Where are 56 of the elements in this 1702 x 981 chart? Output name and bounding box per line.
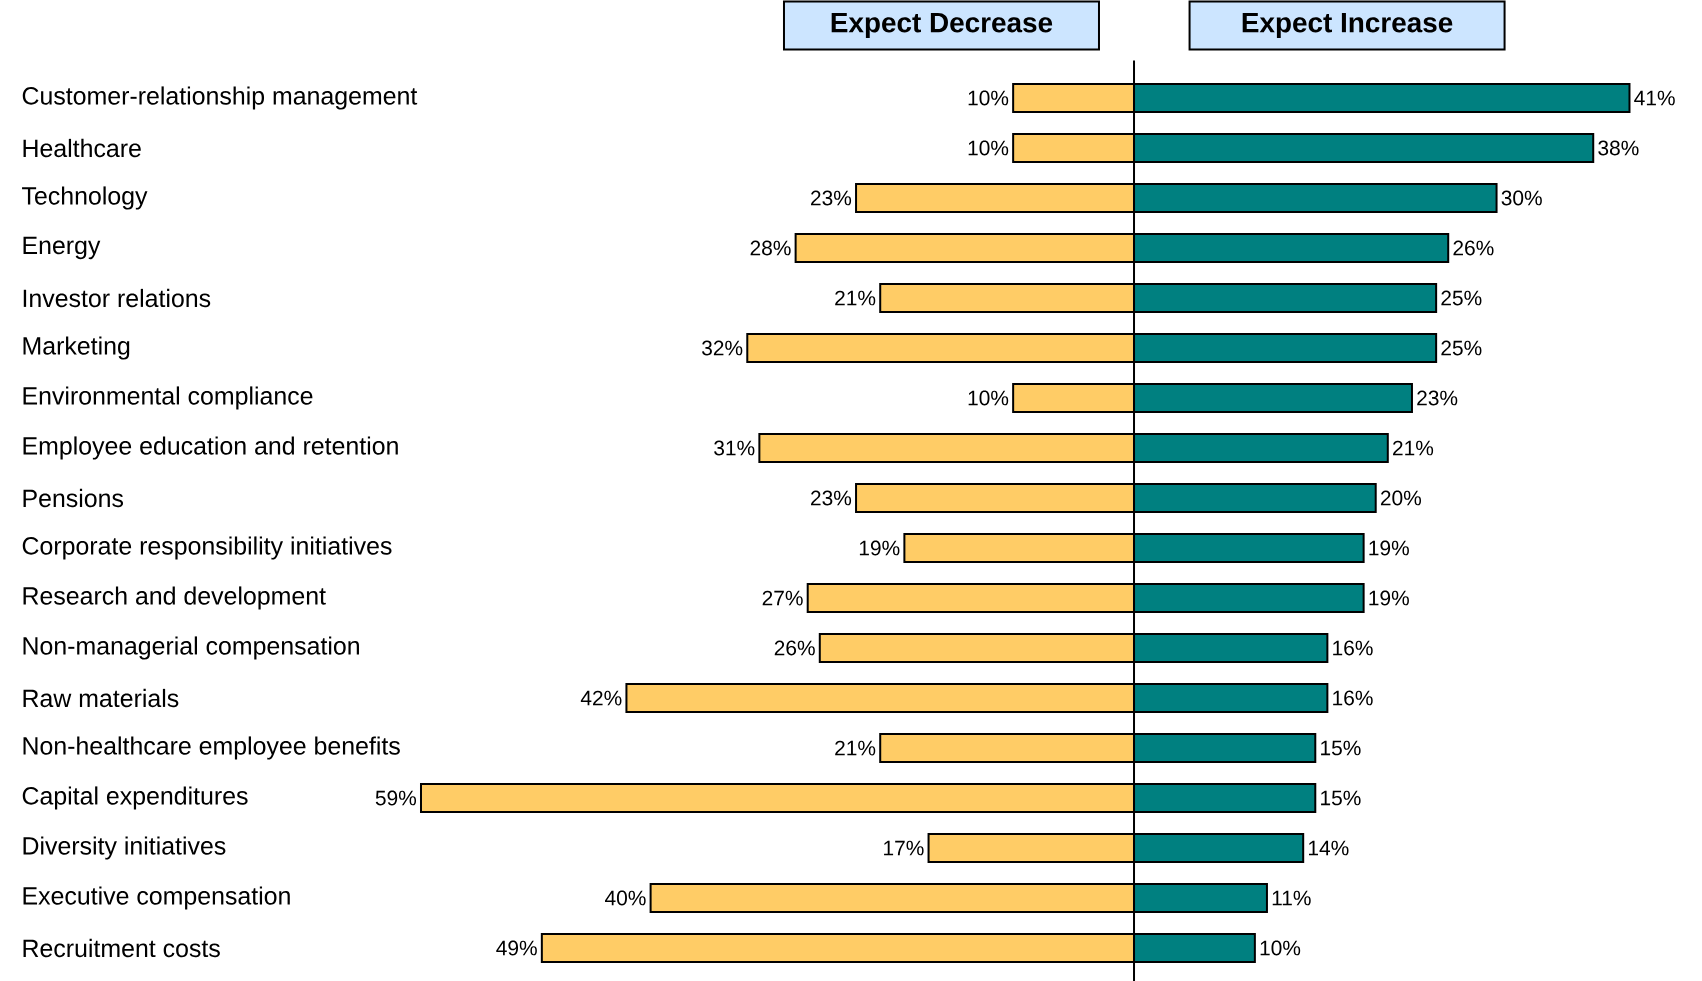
y-tick-label: Non-healthcare employee benefits xyxy=(23,736,400,760)
y-tick-label: Healthcare xyxy=(23,138,141,158)
data-label: 31% xyxy=(714,440,755,456)
y-tick-label: Investor relations xyxy=(23,288,211,308)
data-label: 10% xyxy=(1260,940,1301,956)
data-label: 17% xyxy=(884,840,924,856)
y-tick-label: Employee education and retention xyxy=(23,436,398,460)
y-tick-label: Diversity initiatives xyxy=(23,836,226,860)
data-label: 25% xyxy=(1441,340,1482,356)
data-label: 23% xyxy=(1417,390,1458,406)
data-label: 16% xyxy=(1333,690,1373,706)
data-label: 21% xyxy=(835,290,876,306)
data-label: 23% xyxy=(811,190,852,206)
y-tick-label: Capital expenditures xyxy=(22,786,248,810)
data-label: 15% xyxy=(1321,740,1361,756)
data-label: 19% xyxy=(1369,540,1409,556)
y-tick-label: Recruitment costs xyxy=(23,938,220,958)
data-label: 10% xyxy=(968,390,1009,406)
data-label: 27% xyxy=(762,590,803,606)
chart-title: Expect Increase xyxy=(1242,13,1453,38)
data-label: 40% xyxy=(605,890,646,906)
y-tick-label: Technology xyxy=(22,186,148,210)
data-label: 38% xyxy=(1598,140,1639,156)
data-label: 10% xyxy=(968,90,1009,106)
data-label: 32% xyxy=(702,340,743,356)
data-label: 26% xyxy=(774,640,815,656)
y-tick-label: Non-managerial compensation xyxy=(23,636,359,660)
data-label: 21% xyxy=(1393,440,1434,456)
y-tick-label: Pensions xyxy=(23,488,124,508)
data-label: 16% xyxy=(1333,640,1373,656)
chart-title: Expect Decrease xyxy=(831,13,1053,38)
data-label: 20% xyxy=(1380,490,1422,506)
data-label: 26% xyxy=(1453,240,1494,256)
data-label: 19% xyxy=(859,540,900,556)
data-label: 19% xyxy=(1369,590,1409,606)
data-label: 59% xyxy=(375,790,417,806)
data-label: 42% xyxy=(580,690,622,706)
y-tick-label: Research and development xyxy=(23,586,326,610)
y-tick-label: Executive compensation xyxy=(23,886,290,910)
data-label: 23% xyxy=(811,490,852,506)
y-tick-label: Environmental compliance xyxy=(23,386,313,410)
data-label: 11% xyxy=(1272,890,1311,906)
y-tick-label: Marketing xyxy=(23,336,130,360)
y-tick-label: Energy xyxy=(23,236,101,260)
data-label: 25% xyxy=(1441,290,1482,306)
y-tick-label: Raw materials xyxy=(23,688,179,708)
data-label: 21% xyxy=(835,740,876,756)
data-label: 28% xyxy=(750,240,791,256)
data-label: 14% xyxy=(1308,840,1349,856)
y-tick-label: Corporate responsibility initiatives xyxy=(22,536,392,560)
data-label: 41% xyxy=(1634,90,1675,106)
data-label: 49% xyxy=(496,940,537,956)
data-label: 10% xyxy=(968,140,1009,156)
data-label: 15% xyxy=(1321,790,1361,806)
y-tick-label: Customer-relationship management xyxy=(22,86,418,110)
data-label: 30% xyxy=(1501,190,1542,206)
